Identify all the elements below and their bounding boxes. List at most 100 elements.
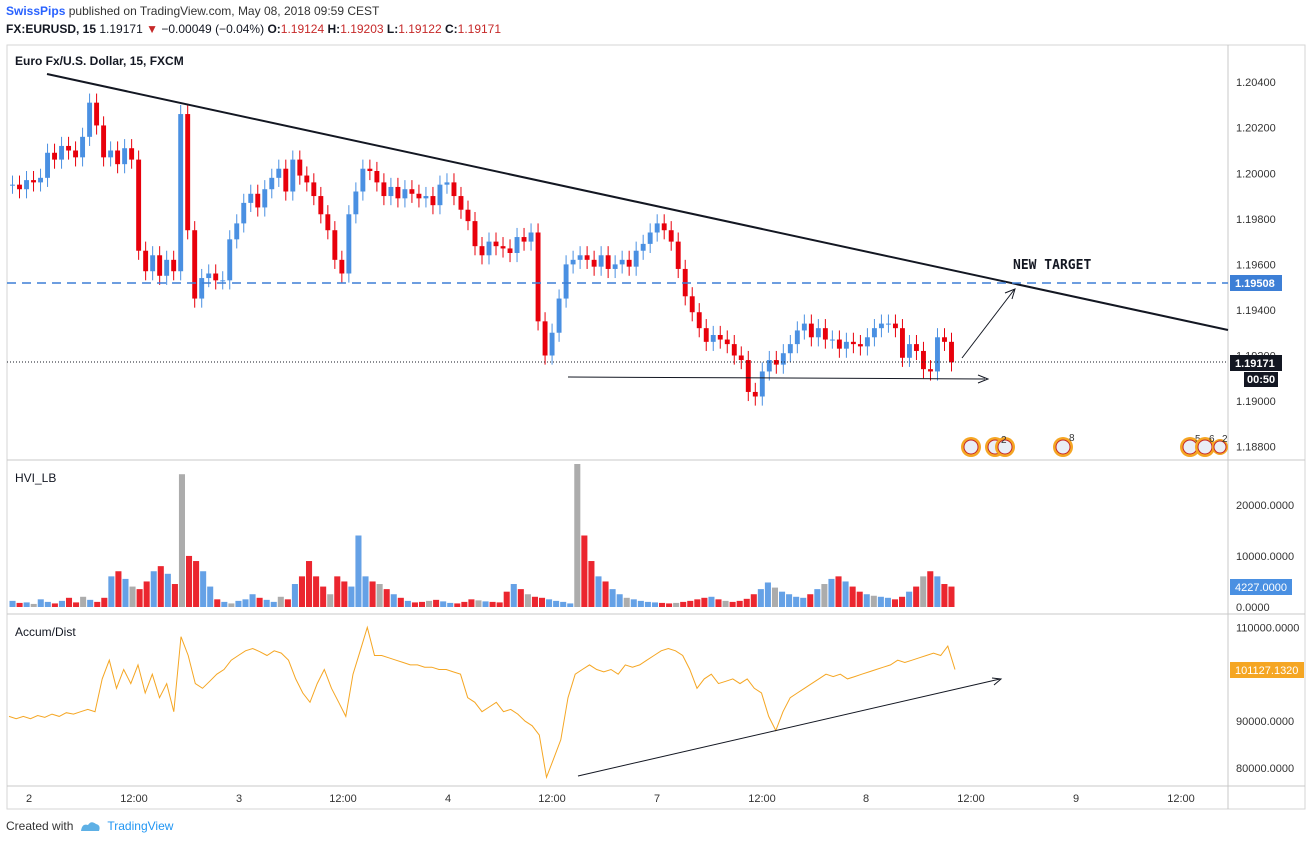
candle — [717, 335, 723, 340]
volume-bar — [729, 601, 736, 607]
volume-bar — [779, 591, 786, 607]
volume-bar — [214, 599, 221, 607]
volume-bar — [108, 576, 115, 607]
volume-bar — [736, 600, 743, 607]
volume-bar — [595, 576, 602, 607]
support-arrow-head — [977, 374, 990, 384]
volume-bar — [228, 603, 235, 607]
candle — [115, 150, 121, 165]
high-value: 1.19203 — [340, 22, 384, 36]
main-pane-title: Euro Fx/U.S. Dollar, 15, FXCM — [15, 54, 184, 68]
candle — [689, 296, 695, 313]
candle — [675, 241, 681, 269]
open-value: 1.19124 — [280, 22, 325, 36]
volume-bar — [658, 602, 666, 607]
volume-bar — [242, 599, 249, 607]
last-price: 1.19171 — [99, 22, 143, 36]
candle — [822, 328, 828, 340]
volume-bar — [16, 602, 23, 607]
candle — [73, 150, 79, 158]
volume-bar — [581, 535, 588, 607]
candle — [591, 259, 597, 267]
candle — [892, 323, 898, 329]
candle — [703, 328, 709, 342]
publish-info: SwissPips published on TradingView.com, … — [6, 4, 379, 18]
volume-bar — [298, 576, 306, 607]
candle — [122, 148, 128, 165]
candle — [661, 223, 667, 231]
volume-bar — [814, 589, 821, 607]
volume-bar — [87, 599, 94, 607]
candle — [430, 196, 436, 206]
volume-bar — [461, 601, 468, 607]
author-name[interactable]: SwissPips — [6, 4, 66, 18]
volume-bar — [65, 597, 73, 607]
volume-bar — [510, 584, 517, 607]
candle — [486, 241, 492, 256]
candle — [136, 159, 142, 251]
candle — [318, 196, 324, 215]
candle — [31, 180, 36, 183]
candle — [633, 250, 639, 267]
candle — [598, 255, 604, 267]
volume-bar — [828, 578, 835, 607]
candle — [949, 341, 954, 363]
volume-bar — [786, 594, 793, 607]
hvi-pane-title: HVI_LB — [15, 471, 56, 485]
tradingview-brand-link[interactable]: TradingView — [107, 819, 174, 833]
tradingview-logo-icon — [81, 822, 100, 831]
volume-bar — [546, 599, 553, 607]
candle — [493, 241, 499, 247]
volume-bar — [418, 601, 426, 607]
candle — [549, 332, 555, 356]
volume-bar — [122, 578, 129, 607]
support-arrow-line[interactable] — [567, 376, 986, 380]
accum-trendline[interactable] — [577, 678, 1001, 777]
event-count: 6 — [1209, 434, 1215, 445]
volume-bar — [193, 561, 200, 607]
volume-bar — [588, 561, 595, 607]
candle — [346, 214, 352, 274]
candle — [885, 323, 891, 325]
candle — [942, 337, 947, 342]
volume-bar — [807, 594, 814, 607]
accum-tick-label: 90000.0000 — [1236, 716, 1294, 728]
time-tick-label: 12:00 — [1167, 793, 1195, 805]
candle — [563, 264, 569, 299]
close-label: C: — [444, 22, 458, 36]
volume-bar — [348, 586, 355, 607]
volume-bar — [757, 589, 764, 607]
hvi-last-badge — [1230, 579, 1292, 595]
candle — [367, 168, 373, 171]
volume-bar — [891, 599, 899, 607]
event-badges[interactable]: 2 8 5 6 2 — [961, 433, 1228, 457]
event-count: 2 — [1001, 435, 1007, 446]
volume-bar — [73, 602, 80, 607]
volume-bar — [800, 597, 807, 607]
candle — [38, 177, 43, 183]
candle — [17, 184, 22, 190]
volume-bar — [941, 584, 948, 607]
candle — [87, 102, 93, 137]
volume-bar — [927, 571, 934, 607]
candle — [738, 355, 744, 361]
volume-bar — [23, 602, 30, 607]
candle — [773, 360, 779, 365]
candle — [164, 259, 170, 276]
target-arrow-line[interactable] — [961, 289, 1015, 359]
candle — [878, 323, 884, 329]
candle — [108, 150, 114, 158]
candle — [871, 328, 877, 338]
volume-bar — [390, 594, 397, 607]
candle — [241, 202, 247, 224]
high-label: H: — [327, 22, 341, 36]
event-count: 8 — [1069, 433, 1075, 444]
candle — [248, 193, 254, 203]
volume-bar — [821, 584, 828, 607]
candle — [605, 255, 611, 269]
candle — [794, 330, 800, 345]
volume-bar — [616, 594, 623, 607]
descending-trendline[interactable] — [46, 73, 1229, 331]
volume-bar — [609, 589, 616, 607]
